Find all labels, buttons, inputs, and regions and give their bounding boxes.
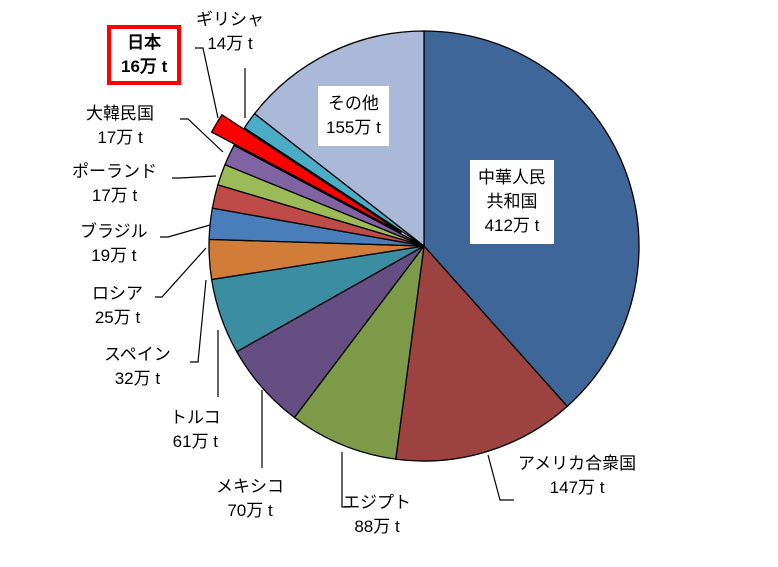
label-value: 14万 t [207,34,253,53]
label-brazil: ブラジル 19万 t [80,220,148,268]
label-other: その他 155万 t [318,86,389,146]
label-name: ポーランド [72,162,157,181]
pie-slice-2 [293,243,425,460]
label-name: その他 [327,94,379,113]
label-value: 412万 t [484,216,540,235]
label-china: 中華人民 共和国 412万 t [470,160,554,244]
label-spain: スペイン 32万 t [104,343,171,391]
label-value: 16万 t [121,57,168,76]
label-poland: ポーランド 17万 t [72,160,157,208]
label-russia: ロシア 25万 t [92,282,143,330]
label-greece: ギリシャ 14万 t [196,8,264,56]
label-name: 中華人民 [478,168,546,187]
label-name: スペイン [104,345,171,364]
label-name: ブラジル [80,222,148,241]
label-value: 17万 t [97,128,143,147]
label-name: 日本 [127,33,162,52]
label-name: エジプト [343,493,411,512]
label-name-2: 共和国 [486,192,538,211]
pie-slice-1 [395,244,569,462]
label-value: 25万 t [94,308,141,327]
label-name: 大韓民国 [86,104,154,123]
label-value: 70万 t [227,501,273,520]
leader-lines [155,47,514,508]
pie-slice-9 [224,144,425,247]
label-value: 61万 t [172,432,219,451]
label-value: 19万 t [91,246,137,265]
label-name: メキシコ [216,477,284,496]
label-japan-highlighted: 日本 16万 t [107,25,182,85]
label-value: 32万 t [114,369,161,388]
pie-slice-10 [210,113,402,234]
label-usa: アメリカ合衆国 147万 t [518,452,636,500]
label-name: ロシア [92,284,143,303]
label-value: 88万 t [354,517,400,536]
label-korea: 大韓民国 17万 t [86,102,154,150]
pie-slices [208,30,640,462]
label-value: 147万 t [549,478,605,497]
label-mexico: メキシコ 70万 t [216,475,284,523]
label-egypt: エジプト 88万 t [343,491,411,539]
label-name: アメリカ合衆国 [518,454,637,473]
label-name: ギリシャ [196,10,264,29]
label-value: 17万 t [91,186,138,205]
label-value: 155万 t [326,118,381,137]
label-turkey: トルコ 61万 t [170,406,221,454]
label-name: トルコ [170,408,221,427]
